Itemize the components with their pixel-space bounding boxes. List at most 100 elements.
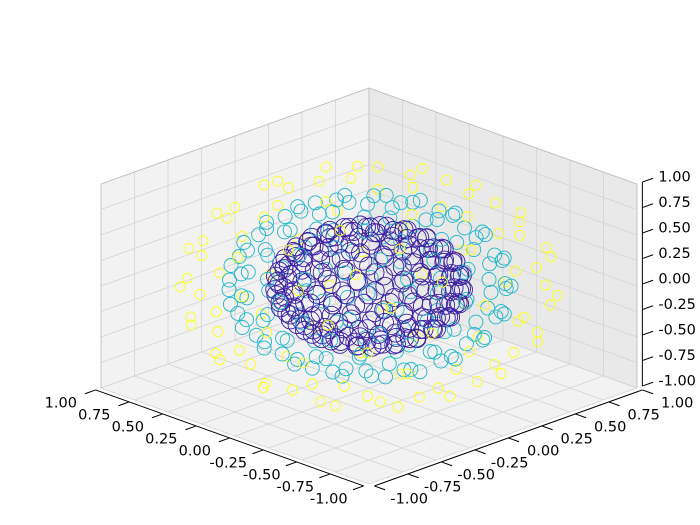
data-point [297,271,313,287]
data-point [293,203,309,219]
data-point [406,208,418,220]
data-point [272,253,292,273]
data-point [393,195,409,211]
data-point [384,287,404,307]
z-tick [642,356,654,362]
data-point [401,368,413,380]
grid-line [100,113,370,210]
data-point [298,232,318,252]
data-point [362,347,374,359]
z-tick [642,203,654,209]
data-point [545,251,557,263]
data-point [338,361,354,377]
data-point [330,334,350,354]
data-point [458,336,474,352]
data-point [331,332,351,351]
data-point [336,285,356,305]
data-point [214,267,225,279]
grid-line [234,339,504,437]
data-point [222,272,237,288]
data-point [341,194,357,210]
data-point [360,196,376,212]
data-point [470,179,482,191]
data-point [329,192,345,208]
data-point [349,320,369,339]
x-tick [185,425,197,431]
x-tick-label: 1.00 [45,395,77,411]
data-point [481,272,497,287]
data-point [309,221,325,237]
y-tick [642,389,654,395]
data-point [236,235,252,250]
data-point [475,332,491,348]
data-point [378,187,394,203]
data-point [321,305,341,325]
data-point [377,216,397,236]
data-point [515,207,527,219]
data-point [402,337,417,353]
data-point [431,203,447,219]
data-point [477,227,493,243]
data-point [258,211,270,223]
z-tick-label: -0.75 [658,348,696,364]
data-point [212,326,224,337]
data-point [277,224,292,240]
data-point [407,228,427,248]
data-point [514,229,525,241]
data-point [472,331,484,343]
data-point [251,227,267,243]
data-point [307,195,323,211]
data-point [231,249,247,264]
data-point [399,329,419,349]
data-point [450,281,470,301]
z-tick-label: -0.50 [658,322,696,338]
data-point [488,309,504,325]
data-point [222,296,238,312]
y-tick-label: -0.75 [424,479,462,495]
data-point [380,237,399,257]
tick-labels: -1.00-0.75-0.50-0.250.000.250.500.751.00… [45,169,696,507]
data-point [461,210,473,222]
data-point [233,345,245,356]
data-point [407,182,419,193]
data-point [311,206,327,222]
data-point [296,273,316,293]
data-point [287,315,307,335]
pane-edge [368,87,638,185]
data-point [436,295,456,315]
data-point [358,363,374,379]
data-point [489,197,501,209]
x-tick [118,401,130,407]
data-point [433,270,448,286]
data-point [532,326,543,338]
data-point [429,293,449,313]
data-point [404,169,416,181]
data-point [260,247,276,263]
data-point [196,250,208,261]
data-point [181,272,193,284]
data-point [233,266,249,282]
data-point [463,188,475,200]
data-point [422,344,438,359]
x-tick [319,473,331,479]
data-point [446,321,462,337]
data-point [287,384,298,396]
x-tick [218,437,230,443]
data-point [322,319,334,331]
data-point [332,205,343,217]
data-point [370,216,390,236]
data-point [416,281,436,301]
data-point [414,319,434,339]
data-point [295,320,314,340]
data-point [258,179,270,191]
data-point [321,274,341,294]
data-point [400,271,415,287]
data-point [257,334,273,350]
data-point [477,330,493,345]
data-point [513,216,525,228]
data-point [383,221,403,240]
data-point [382,210,398,226]
data-point [495,368,507,379]
data-point [322,295,342,315]
data-point [364,368,379,384]
